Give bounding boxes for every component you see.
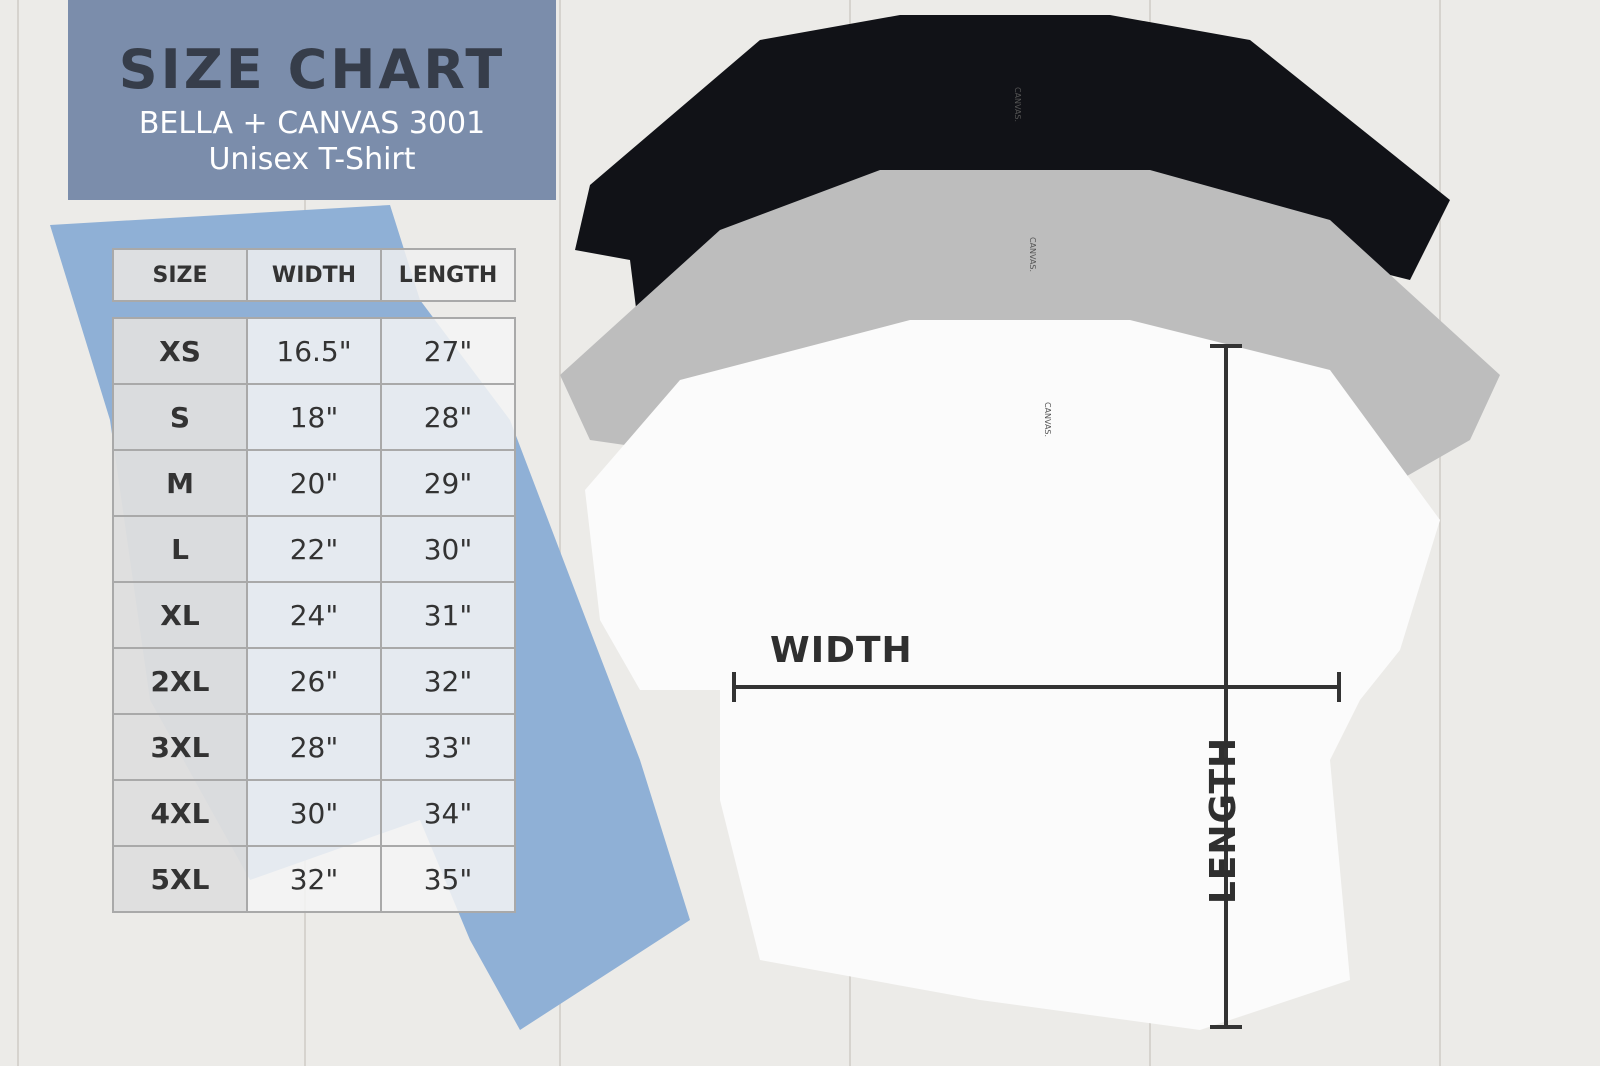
cell-width: 20" (246, 449, 382, 517)
size-chart-header: SIZE CHART BELLA + CANVAS 3001 Unisex T-… (68, 0, 556, 200)
cell-length: 30" (380, 515, 516, 583)
cell-length: 33" (380, 713, 516, 781)
cell-size: 5XL (112, 845, 248, 913)
column-header-width: WIDTH (246, 248, 382, 302)
cell-size: L (112, 515, 248, 583)
cell-size: XL (112, 581, 248, 649)
table-row: 3XL 28" 33" (112, 713, 516, 781)
table-row: XL 24" 31" (112, 581, 516, 649)
page-title: SIZE CHART (118, 38, 506, 101)
cell-length: 32" (380, 647, 516, 715)
table-row: 4XL 30" 34" (112, 779, 516, 847)
table-row: XS 16.5" 27" (112, 317, 516, 385)
cell-size: 3XL (112, 713, 248, 781)
column-header-length: LENGTH (380, 248, 516, 302)
shirt-tag: CANVAS. (1043, 401, 1053, 438)
cell-width: 18" (246, 383, 382, 451)
cell-size: M (112, 449, 248, 517)
cell-width: 24" (246, 581, 382, 649)
cell-length: 35" (380, 845, 516, 913)
column-header-size: SIZE (112, 248, 248, 302)
cell-width: 26" (246, 647, 382, 715)
table-row: L 22" 30" (112, 515, 516, 583)
size-table-header: SIZE WIDTH LENGTH (112, 248, 516, 302)
size-table: XS 16.5" 27" S 18" 28" M 20" 29" L 22" 30" XL 24" 31" 2… (112, 317, 516, 913)
cell-width: 32" (246, 845, 382, 913)
cell-width: 16.5" (246, 317, 382, 385)
width-label: WIDTH (770, 630, 913, 671)
cell-length: 31" (380, 581, 516, 649)
length-label: LENGTH (1203, 736, 1245, 905)
cell-length: 29" (380, 449, 516, 517)
cell-width: 30" (246, 779, 382, 847)
cell-length: 28" (380, 383, 516, 451)
shirt-tag: CANVAS. (1028, 236, 1038, 273)
shirt-tag: CANVAS. (1013, 86, 1023, 123)
white-shirt (585, 320, 1440, 1030)
table-row: M 20" 29" (112, 449, 516, 517)
cell-width: 28" (246, 713, 382, 781)
cell-length: 27" (380, 317, 516, 385)
cell-length: 34" (380, 779, 516, 847)
product-type: Unisex T-Shirt (208, 142, 416, 177)
cell-width: 22" (246, 515, 382, 583)
cell-size: 2XL (112, 647, 248, 715)
cell-size: XS (112, 317, 248, 385)
cell-size: 4XL (112, 779, 248, 847)
measure-lines (732, 344, 1341, 1029)
cell-size: S (112, 383, 248, 451)
table-row: 5XL 32" 35" (112, 845, 516, 913)
table-row: 2XL 26" 32" (112, 647, 516, 715)
table-row: S 18" 28" (112, 383, 516, 451)
product-name: BELLA + CANVAS 3001 (138, 106, 486, 141)
